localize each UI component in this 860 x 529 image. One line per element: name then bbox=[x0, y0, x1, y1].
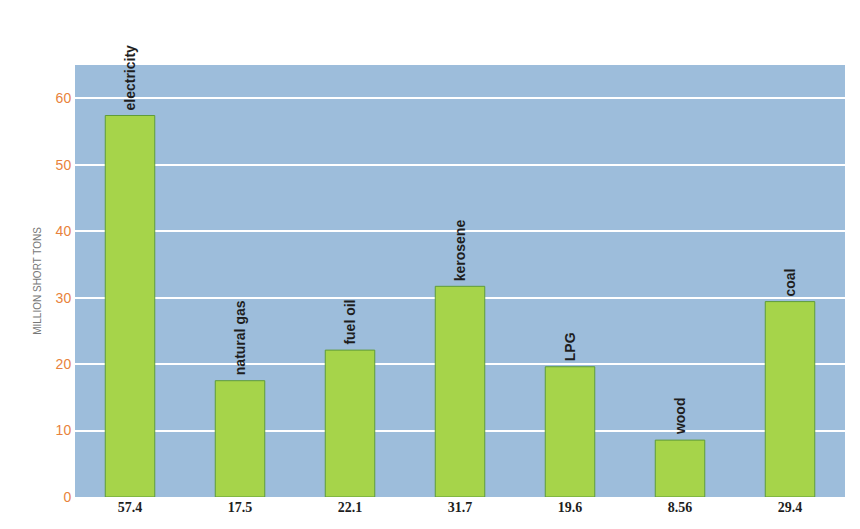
svg-text:50: 50 bbox=[56, 157, 72, 173]
svg-text:57.4: 57.4 bbox=[118, 500, 143, 515]
svg-text:8.56: 8.56 bbox=[668, 500, 693, 515]
svg-text:fuel oil: fuel oil bbox=[342, 299, 358, 344]
svg-text:17.5: 17.5 bbox=[228, 500, 253, 515]
svg-text:wood: wood bbox=[672, 398, 688, 436]
svg-text:LPG: LPG bbox=[562, 332, 578, 361]
svg-text:natural gas: natural gas bbox=[232, 300, 248, 375]
svg-text:60: 60 bbox=[56, 90, 72, 106]
svg-text:kerosene: kerosene bbox=[452, 220, 468, 282]
svg-text:31.7: 31.7 bbox=[448, 500, 473, 515]
svg-text:30: 30 bbox=[56, 290, 72, 306]
svg-text:19.6: 19.6 bbox=[558, 500, 583, 515]
svg-text:40: 40 bbox=[56, 223, 72, 239]
svg-text:29.4: 29.4 bbox=[778, 500, 803, 515]
svg-text:22.1: 22.1 bbox=[338, 500, 363, 515]
svg-text:coal: coal bbox=[782, 269, 798, 297]
svg-text:MILLION SHORT TONS: MILLION SHORT TONS bbox=[32, 227, 43, 335]
svg-text:electricity: electricity bbox=[122, 45, 138, 111]
svg-text:10: 10 bbox=[56, 422, 72, 438]
svg-text:20: 20 bbox=[56, 356, 72, 372]
svg-text:0: 0 bbox=[63, 489, 71, 505]
